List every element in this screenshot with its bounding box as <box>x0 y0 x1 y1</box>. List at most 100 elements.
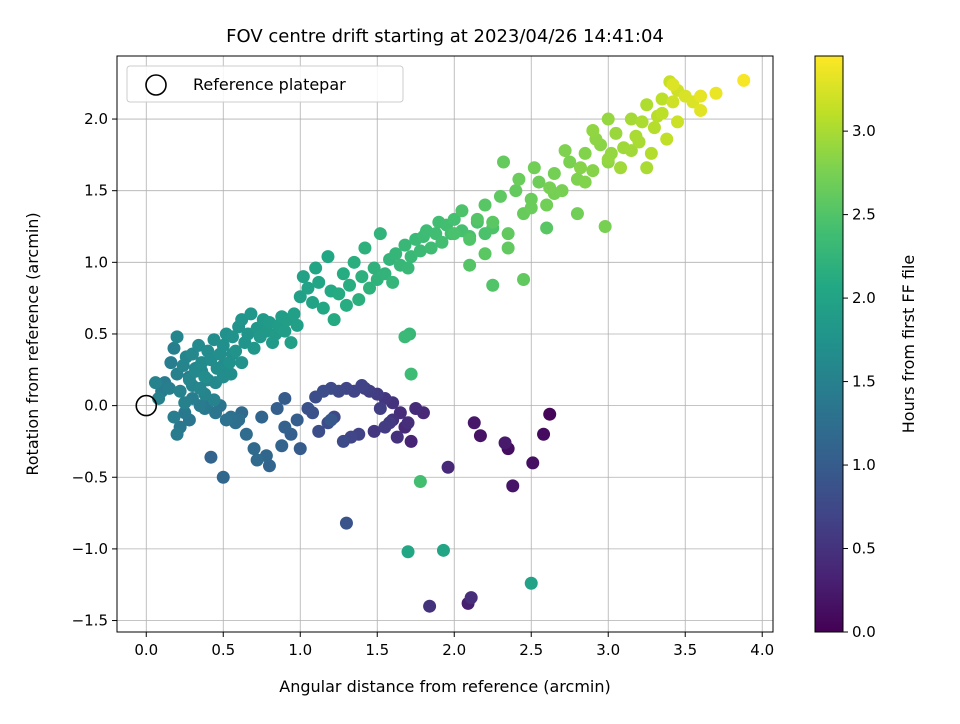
data-point <box>278 324 292 338</box>
data-point <box>671 115 685 129</box>
data-point <box>247 442 261 456</box>
plot-frame <box>116 55 774 633</box>
data-point <box>447 227 461 241</box>
data-point <box>312 424 326 438</box>
data-point <box>543 181 557 195</box>
colorbar-tick-label: 0.5 <box>852 540 876 558</box>
data-point <box>512 172 526 186</box>
data-point <box>229 344 243 358</box>
data-point <box>401 545 415 559</box>
data-point <box>447 212 461 226</box>
data-point <box>709 86 723 100</box>
colorbar-gradient <box>814 55 844 633</box>
data-point <box>540 221 554 235</box>
data-point <box>497 155 511 169</box>
data-point <box>178 396 192 410</box>
data-point <box>262 459 276 473</box>
data-point <box>543 407 557 421</box>
data-point <box>290 318 304 332</box>
data-point <box>219 413 233 427</box>
x-tick-label: 1.0 <box>288 641 312 659</box>
data-point <box>373 227 387 241</box>
data-point <box>222 356 236 370</box>
data-point <box>509 184 523 198</box>
data-point <box>578 146 592 160</box>
legend-box <box>126 65 404 103</box>
data-point <box>478 247 492 261</box>
colorbar-ticks: 0.0 0.5 1.0 1.5 2.0 2.5 3.0 <box>843 122 876 641</box>
data-point <box>413 244 427 258</box>
data-point <box>586 124 600 138</box>
data-point <box>347 255 361 269</box>
data-point <box>436 543 450 557</box>
data-point <box>173 384 187 398</box>
data-point <box>441 460 455 474</box>
data-point <box>493 189 507 203</box>
data-point <box>321 250 335 264</box>
data-point <box>486 215 500 229</box>
data-point <box>290 413 304 427</box>
data-point <box>336 267 350 281</box>
data-point <box>339 298 353 312</box>
data-point <box>193 381 207 395</box>
data-point <box>247 341 261 355</box>
data-point <box>424 241 438 255</box>
data-point <box>540 198 554 212</box>
data-point <box>547 166 561 180</box>
data-point <box>293 442 307 456</box>
data-point <box>306 295 320 309</box>
x-tick-label: 4.0 <box>750 641 774 659</box>
data-point <box>524 576 538 590</box>
data-point <box>386 275 400 289</box>
data-point <box>524 201 538 215</box>
data-point <box>609 126 623 140</box>
data-point <box>498 436 512 450</box>
data-point <box>210 361 224 375</box>
data-point <box>486 278 500 292</box>
data-point <box>640 161 654 175</box>
data-point <box>598 220 612 234</box>
data-point <box>555 184 569 198</box>
y-tick-label: 1.5 <box>84 182 108 200</box>
data-point <box>162 381 176 395</box>
data-point <box>167 410 181 424</box>
data-point <box>293 290 307 304</box>
data-point <box>660 132 674 146</box>
data-point <box>666 95 680 109</box>
x-tick-label: 3.5 <box>673 641 697 659</box>
data-point <box>275 439 289 453</box>
x-tick-label: 0.0 <box>134 641 158 659</box>
data-point <box>363 281 377 295</box>
data-point <box>526 456 540 470</box>
data-point <box>309 390 323 404</box>
data-point <box>367 424 381 438</box>
data-point <box>463 258 477 272</box>
y-tick-label: 0.0 <box>84 397 108 415</box>
data-point <box>401 261 415 275</box>
data-point <box>464 591 478 605</box>
data-point <box>614 161 628 175</box>
data-point <box>601 152 615 166</box>
data-point <box>640 98 654 112</box>
y-tick-label: 1.0 <box>84 253 108 271</box>
data-point <box>737 73 751 87</box>
legend-entry-reference: Reference platepar <box>193 75 346 94</box>
data-point <box>537 427 551 441</box>
colorbar-label: Hours from first FF file <box>899 255 918 434</box>
colorbar-tick-label: 2.5 <box>852 206 876 224</box>
y-axis-label: Rotation from reference (arcmin) <box>23 212 42 475</box>
data-point <box>216 338 230 352</box>
data-point <box>478 198 492 212</box>
data-point <box>501 241 515 255</box>
data-point <box>390 430 404 444</box>
data-point <box>435 235 449 249</box>
data-point <box>327 313 341 327</box>
data-point <box>574 161 588 175</box>
y-tick-label: −1.0 <box>72 540 108 558</box>
y-axis: −1.5 −1.0 −0.5 0.0 0.5 1.0 1.5 2.0 <box>72 110 117 630</box>
x-tick-label: 2.0 <box>442 641 466 659</box>
data-point <box>694 89 708 103</box>
data-point <box>164 356 178 370</box>
data-point <box>170 427 184 441</box>
data-point <box>255 410 269 424</box>
